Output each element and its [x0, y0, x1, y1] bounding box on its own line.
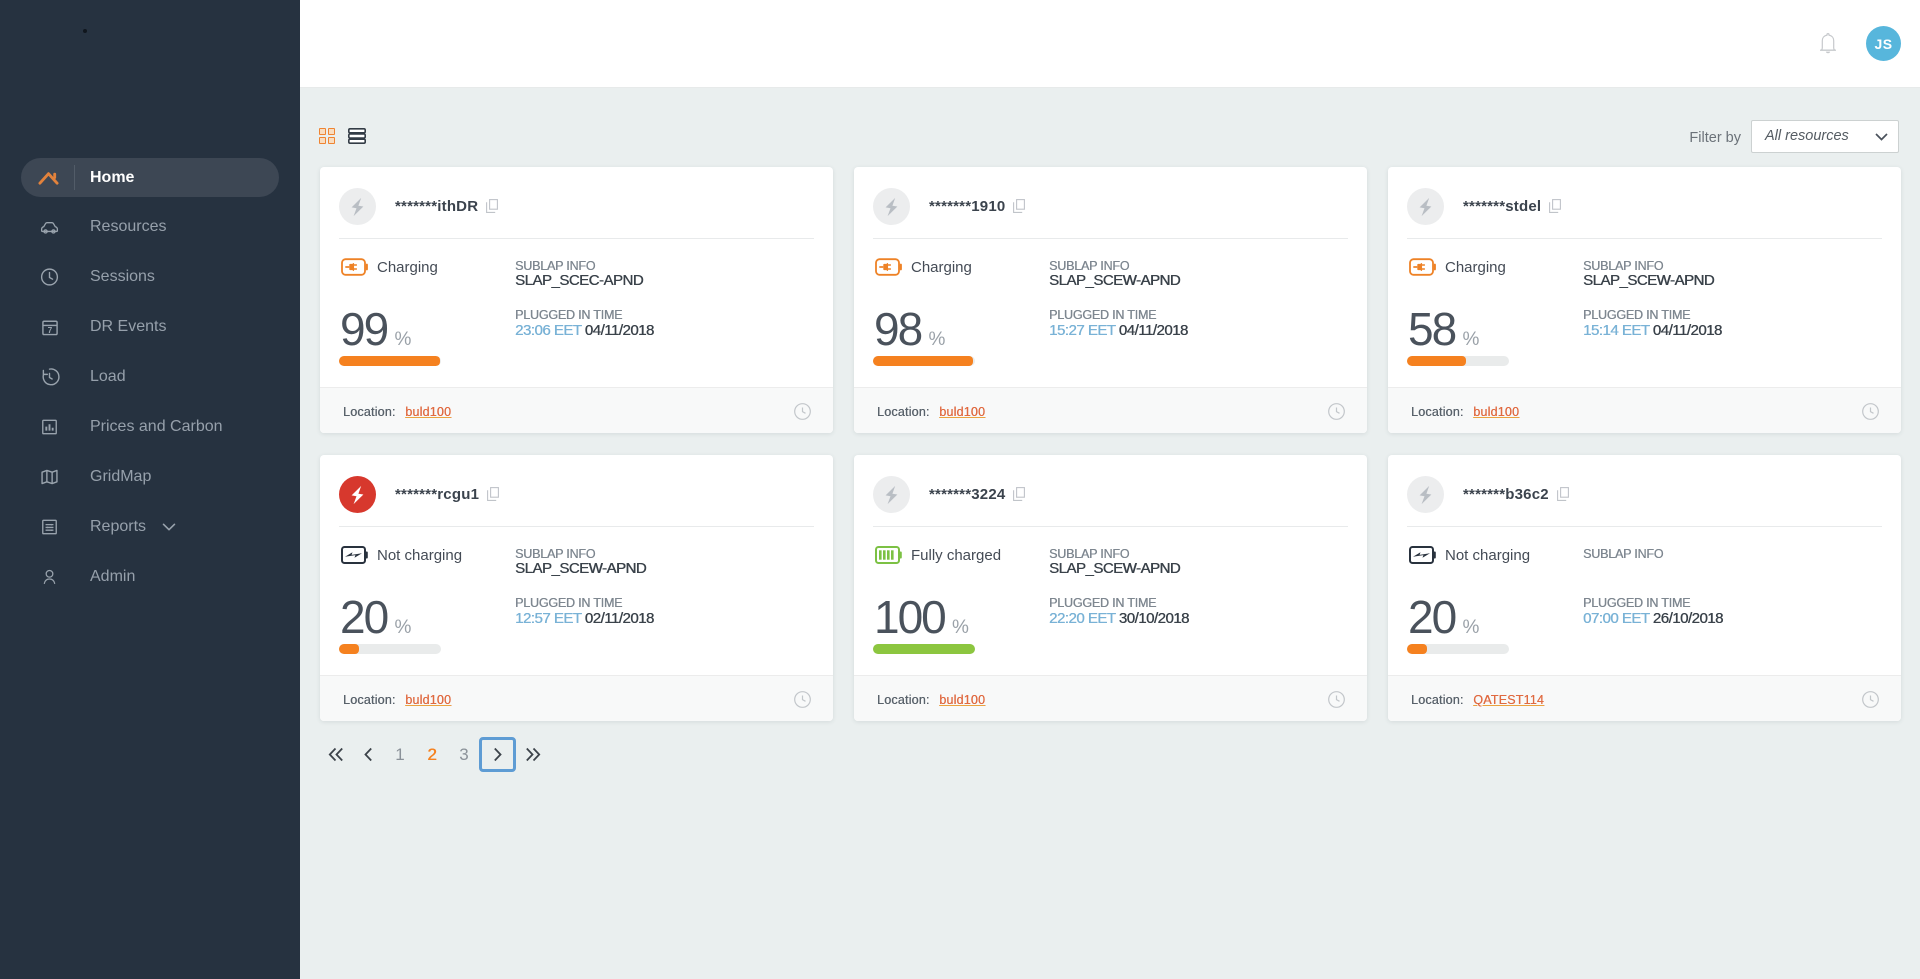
svg-text:7: 7 — [47, 324, 52, 334]
